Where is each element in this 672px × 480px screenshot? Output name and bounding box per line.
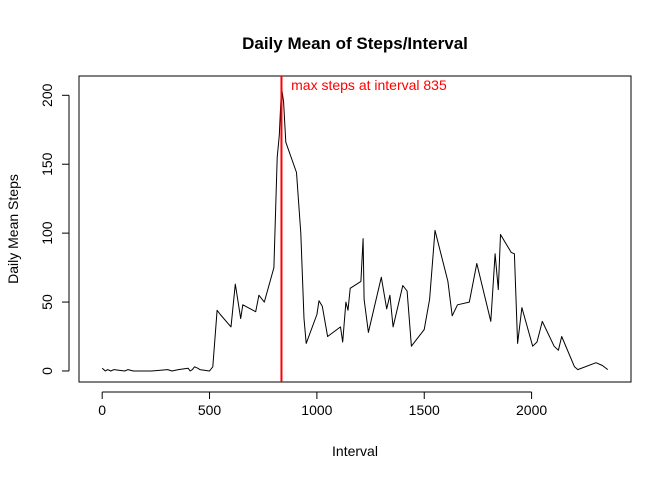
y-axis-label: Daily Mean Steps bbox=[5, 174, 21, 284]
y-tick-label: 200 bbox=[39, 83, 55, 107]
x-tick-label: 1000 bbox=[301, 402, 332, 418]
chart-title: Daily Mean of Steps/Interval bbox=[242, 34, 468, 53]
y-axis: 0 50 100 150 200 bbox=[39, 83, 70, 375]
y-tick-label: 150 bbox=[39, 152, 55, 176]
max-steps-annotation: max steps at interval 835 bbox=[291, 77, 447, 93]
y-tick-label: 100 bbox=[39, 221, 55, 245]
series-line bbox=[101, 86, 609, 372]
x-tick-label: 1500 bbox=[409, 402, 440, 418]
x-tick-label: 0 bbox=[98, 402, 106, 418]
series-group bbox=[101, 86, 609, 372]
plot-frame bbox=[78, 75, 632, 383]
x-axis-label: Interval bbox=[332, 443, 378, 459]
x-tick-label: 500 bbox=[198, 402, 222, 418]
x-tick-label: 2000 bbox=[516, 402, 547, 418]
y-tick-label: 50 bbox=[39, 294, 55, 310]
x-axis: 0 500 1000 1500 2000 bbox=[98, 391, 547, 418]
y-tick-label: 0 bbox=[39, 367, 55, 375]
